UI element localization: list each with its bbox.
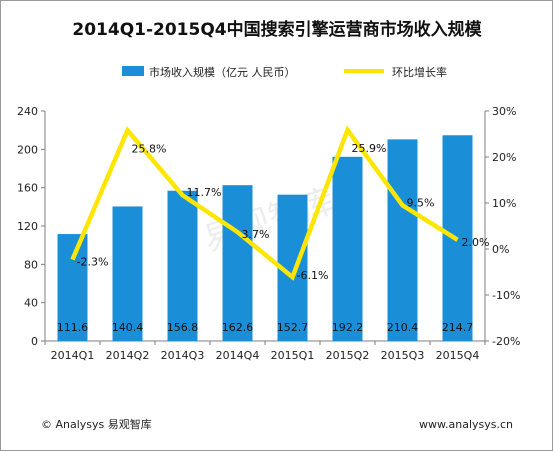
x-tick-label: 2015Q4	[436, 349, 480, 362]
data-labels: 111.6 140.4 156.8 162.6 152.7 192.2 210.4 214.7…	[57, 142, 490, 334]
footer-copyright: © Analysys 易观智库	[41, 417, 152, 431]
bar	[112, 206, 143, 341]
y-left-tick-label: 200	[17, 143, 38, 156]
chart-title: 2014Q1-2015Q4中国搜索引擎运营商市场收入规模	[72, 19, 482, 40]
y-right-tick-label: 20%	[492, 151, 516, 164]
y-right-tick-label: 30%	[492, 105, 516, 118]
x-tick-label: 2015Q1	[271, 349, 315, 362]
growth-value-label: 2.0%	[462, 236, 490, 249]
growth-line	[70, 125, 459, 281]
bars	[57, 135, 473, 341]
growth-line-path	[70, 125, 459, 281]
bar	[167, 190, 198, 341]
x-tick-label: 2014Q4	[216, 349, 260, 362]
growth-value-label: 25.9%	[352, 142, 387, 155]
y-right-tick-label: -20%	[492, 335, 520, 348]
legend-label-growth: 环比增长率	[392, 65, 447, 79]
y-left-tick-label: 120	[17, 220, 38, 233]
x-tick-label: 2014Q1	[51, 349, 95, 362]
growth-value-label: 9.5%	[407, 196, 435, 209]
y-right-tick-label: 0%	[492, 243, 509, 256]
bar-value-label: 152.7	[277, 321, 309, 334]
growth-value-label: -6.1%	[297, 269, 329, 282]
y-left-tick-label: 80	[24, 258, 38, 271]
y-left-tick-label: 240	[17, 105, 38, 118]
y-left-tick-label: 160	[17, 182, 38, 195]
footer-url: www.analysys.cn	[419, 418, 513, 431]
bar	[332, 156, 363, 341]
y-right-tick-label: -10%	[492, 289, 520, 302]
growth-value-label: 25.8%	[132, 142, 167, 155]
x-tick-label: 2015Q2	[326, 349, 370, 362]
growth-value-label: 11.7%	[187, 186, 222, 199]
bar	[387, 139, 418, 341]
legend-label-revenue: 市场收入规模（亿元 人民币）	[149, 65, 296, 79]
axes: 0 40 80 120 160 200 240 -20% -10% 0% 10% 20% 30% 2014…	[17, 105, 520, 362]
bar	[222, 185, 253, 341]
bar-value-label: 162.6	[222, 321, 254, 334]
x-tick-label: 2015Q3	[381, 349, 425, 362]
bar-value-label: 214.7	[442, 321, 474, 334]
bar-value-label: 111.6	[57, 321, 89, 334]
growth-value-label: 3.7%	[242, 228, 270, 241]
y-left-tick-label: 40	[24, 297, 38, 310]
bar-value-label: 140.4	[112, 321, 144, 334]
bar-value-label: 210.4	[387, 321, 419, 334]
y-left-tick-label: 0	[31, 335, 38, 348]
legend-swatch-revenue	[122, 66, 144, 76]
y-right-tick-label: 10%	[492, 197, 516, 210]
bar	[57, 234, 88, 341]
bar-value-label: 192.2	[332, 321, 364, 334]
bar-value-label: 156.8	[167, 321, 199, 334]
growth-value-label: -2.3%	[77, 256, 109, 269]
x-tick-label: 2014Q3	[161, 349, 205, 362]
x-tick-label: 2014Q2	[106, 349, 150, 362]
